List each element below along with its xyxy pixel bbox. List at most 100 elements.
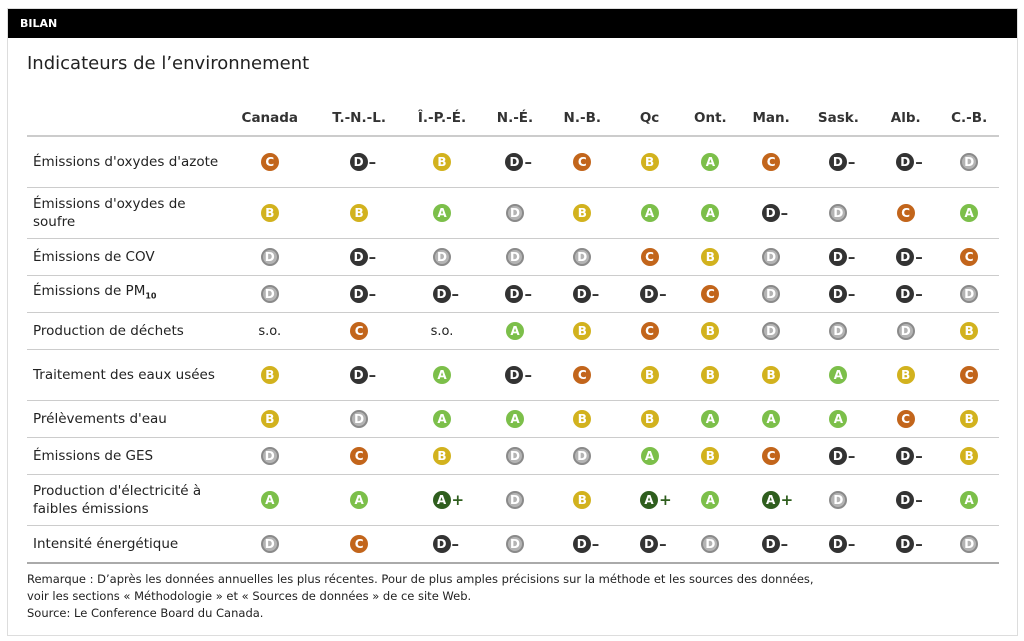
grade-badge: B– (640, 410, 659, 428)
note-line-2: voir les sections « Méthodologie » et « … (27, 589, 472, 603)
grade-circle-icon: D (896, 535, 915, 553)
grade-badge: B– (960, 322, 979, 340)
grade-badge: D– (349, 366, 381, 384)
grade-circle-icon: A (432, 491, 451, 509)
grade-circle-icon: D (828, 535, 847, 553)
grade-cell: D– (804, 312, 873, 350)
indicator-label-text: Intensité énergétique (33, 536, 179, 552)
grade-circle-icon: D (896, 491, 915, 509)
grade-badge: C– (260, 153, 279, 171)
grade-cell: D– (615, 275, 684, 313)
grade-badge: A– (640, 447, 659, 465)
grade-cell: A– (615, 437, 684, 475)
column-header: Man. (737, 101, 805, 137)
grade-modifier: – (915, 535, 923, 553)
grade-circle-icon: B (701, 322, 720, 340)
grade-cell: A– (804, 349, 873, 401)
grade-modifier: – (847, 447, 856, 465)
grade-cell: D– (481, 136, 549, 188)
grade-circle-icon: D (432, 285, 451, 303)
grade-circle-icon: C (960, 248, 979, 266)
grade-badge: D– (828, 153, 860, 171)
grade-badge: D– (640, 285, 671, 303)
grade-cell: D– (315, 238, 403, 276)
grade-circle-icon: B (433, 447, 451, 465)
page-title: Indicateurs de l’environnement (27, 53, 310, 74)
grade-circle-icon: C (350, 447, 369, 465)
grade-badge: D– (505, 535, 524, 553)
grade-modifier: – (591, 285, 600, 303)
grade-circle-icon: B (350, 204, 369, 222)
grade-cell: D– (615, 525, 684, 564)
grade-cell: A– (224, 474, 316, 526)
report-card-panel: BILAN Indicateurs de l’environnement Can… (7, 8, 1018, 636)
grade-badge: D– (960, 535, 979, 553)
grade-badge: D– (896, 153, 927, 171)
grade-circle-icon: C (960, 366, 979, 384)
grade-circle-icon: D (960, 153, 979, 171)
grade-badge: D– (349, 153, 381, 171)
grade-modifier: – (591, 535, 600, 553)
grade-circle-icon: D (761, 535, 780, 553)
grade-cell: D– (737, 525, 805, 564)
grade-badge: C– (350, 322, 369, 340)
grade-circle-icon: B (640, 366, 659, 384)
indicator-label-text: Prélèvements d'eau (33, 411, 167, 427)
grade-circle-icon: C (762, 447, 781, 465)
grade-cell: B– (402, 136, 482, 188)
grade-circle-icon: B (573, 322, 592, 340)
indicator-label-text: Traitement des eaux usées (33, 367, 215, 383)
grade-badge: D– (260, 535, 279, 553)
grade-circle-icon: D (572, 535, 591, 553)
grade-badge: A– (433, 366, 451, 384)
table-row: Production de déchets s.o. C– s.o. A– B– C– B– D… (27, 312, 999, 350)
grade-badge: D– (640, 535, 671, 553)
grade-circle-icon: D (762, 248, 781, 266)
grade-cell: D– (481, 187, 549, 239)
grade-circle-icon: A (350, 491, 369, 509)
grade-badge: A– (260, 491, 279, 509)
grade-modifier: – (368, 153, 377, 171)
grade-cell: D– (548, 238, 616, 276)
grade-circle-icon: B (701, 248, 720, 266)
grade-badge: A– (505, 322, 524, 340)
grade-cell: D– (315, 275, 403, 313)
grade-cell: D– (481, 349, 549, 401)
grade-cell: B– (615, 400, 684, 438)
grade-cell: B– (548, 312, 616, 350)
grade-cell: D– (737, 275, 805, 313)
table-row: Traitement des eaux uséesB–D–A–D–C–B–B–B… (27, 349, 999, 401)
grade-cell: A– (737, 400, 805, 438)
grade-cell: B– (315, 187, 403, 239)
column-header: Î.-P.-É. (402, 101, 482, 137)
grade-cell: C– (872, 187, 940, 239)
grade-circle-icon: D (828, 153, 847, 171)
grade-cell: C– (872, 400, 940, 438)
grade-circle-icon: B (762, 366, 781, 384)
grade-badge: A– (701, 204, 720, 222)
grade-circle-icon: C (896, 204, 915, 222)
grade-circle-icon: A (701, 491, 720, 509)
grade-circle-icon: A (640, 447, 659, 465)
grade-circle-icon: D (762, 285, 781, 303)
table-row: Intensité énergétiqueD–C–D–D–D–D–D–D–D–D… (27, 525, 999, 564)
grade-cell: C– (683, 275, 738, 313)
grade-badge: D– (762, 248, 781, 266)
grade-badge: D– (350, 410, 369, 428)
indicator-label: Production d'électricité à faibles émiss… (27, 474, 224, 526)
grade-circle-icon: A (640, 491, 659, 509)
grade-circle-icon: D (505, 491, 524, 509)
not-applicable-text: s.o. (258, 323, 282, 339)
grade-badge: A– (829, 410, 848, 428)
grade-cell: C– (615, 238, 684, 276)
grade-circle-icon: C (350, 322, 369, 340)
grade-modifier: – (847, 285, 856, 303)
grade-cell: D– (804, 187, 873, 239)
grade-circle-icon: D (762, 322, 781, 340)
grade-modifier: – (524, 285, 532, 303)
grade-circle-icon: D (829, 322, 848, 340)
grade-badge: D– (572, 535, 604, 553)
grade-circle-icon: D (505, 285, 524, 303)
grade-modifier: – (847, 153, 856, 171)
not-applicable-text: s.o. (430, 323, 454, 339)
